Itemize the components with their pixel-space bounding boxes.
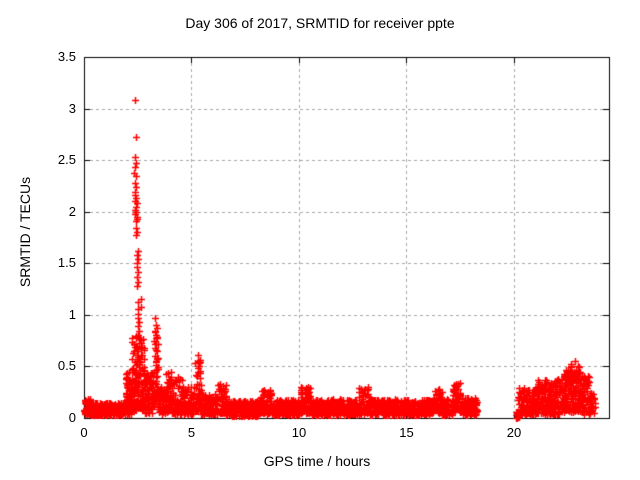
x-tick-label: 15 (399, 425, 414, 440)
y-tick-label: 0.5 (57, 358, 76, 374)
x-tick-label: 0 (80, 425, 88, 440)
y-tick-label: 3.5 (57, 49, 76, 64)
x-axis-label: GPS time / hours (263, 453, 371, 469)
x-tick-label: 5 (187, 425, 196, 440)
x-tick-label: 10 (291, 425, 307, 440)
y-tick-label: 1.5 (57, 255, 76, 271)
y-tick-label: 2 (68, 203, 76, 219)
y-tick-label: 3 (68, 100, 76, 116)
y-axis-label: SRMTID / TECUs (17, 176, 33, 288)
y-tick-label: 1 (68, 306, 76, 322)
y-tick-label: 2.5 (57, 152, 76, 168)
chart-title: Day 306 of 2017, SRMTID for receiver ppt… (185, 15, 455, 31)
x-tick-label: 20 (506, 425, 522, 440)
y-tick-label: 0 (68, 410, 76, 425)
